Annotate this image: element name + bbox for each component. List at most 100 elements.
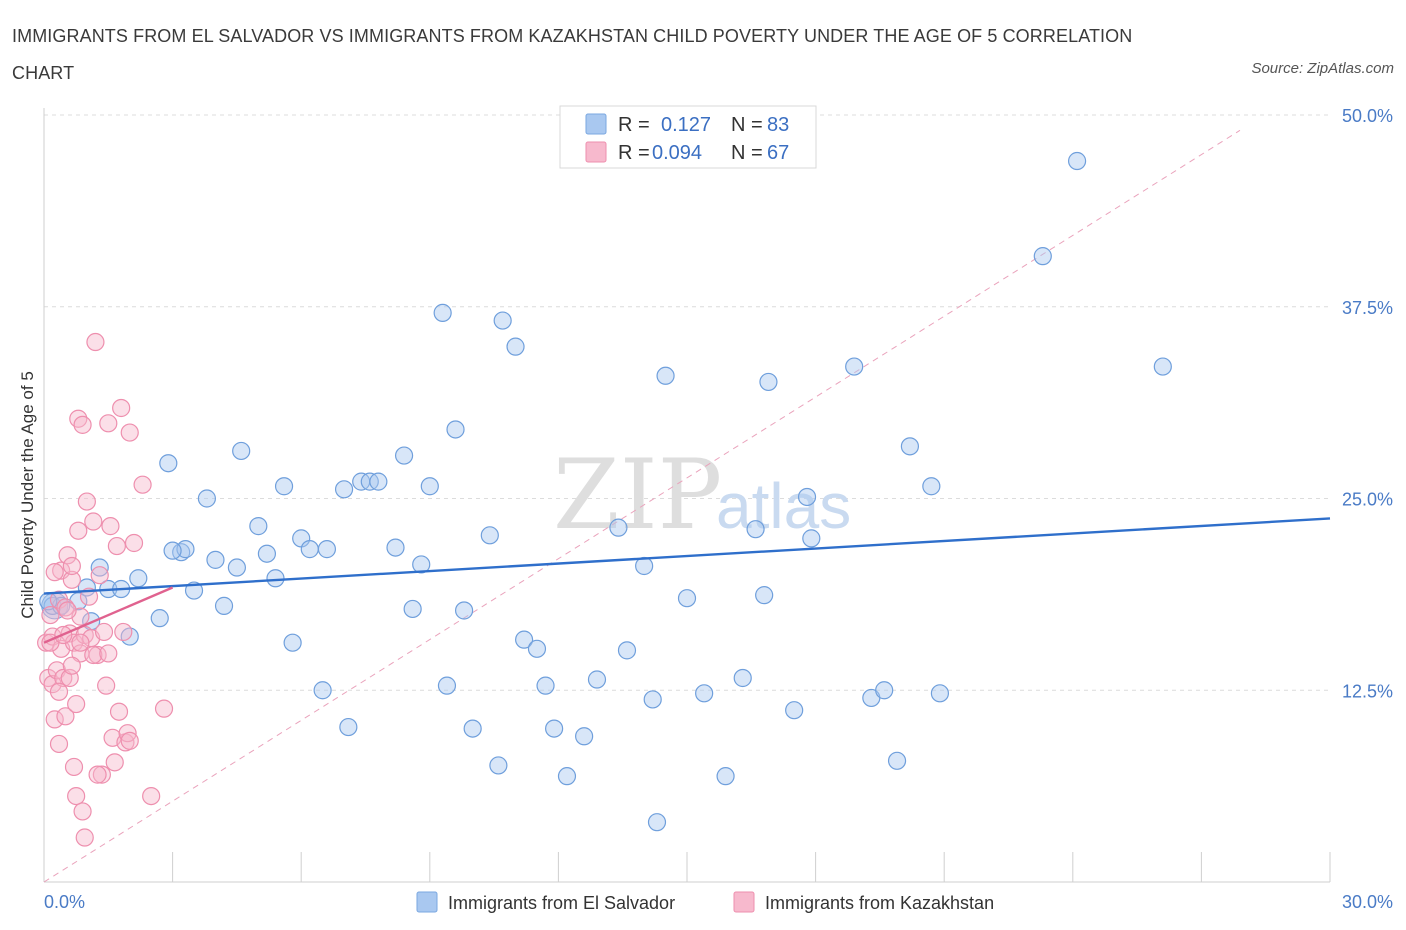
data-point (394, 446, 414, 465)
watermark-zip: ZIP (553, 439, 722, 551)
legend-r-value-el-salvador: 0.127 (661, 114, 711, 136)
data-point (64, 757, 84, 777)
legend-r-value-kazakhstan: 0.094 (652, 142, 702, 164)
data-point (73, 415, 92, 434)
data-point (300, 540, 319, 559)
data-point (75, 828, 94, 847)
data-point (755, 586, 774, 605)
legend-r-label: R = (618, 114, 650, 136)
data-point (545, 719, 564, 738)
data-point (114, 622, 133, 642)
data-point (875, 681, 894, 700)
legend-n-label: N = (731, 142, 763, 164)
data-point (69, 521, 88, 540)
y-tick-label: 37.5% (1342, 298, 1393, 318)
data-point (154, 699, 174, 718)
data-point (62, 556, 81, 576)
data-point (266, 569, 285, 588)
data-point (257, 544, 277, 563)
x-tick-label-max: 30.0% (1342, 892, 1393, 912)
data-point (197, 489, 216, 508)
series-legend: Immigrants from El Salvador Immigrants f… (416, 891, 994, 913)
data-point (84, 645, 103, 665)
y-tick-label: 25.0% (1342, 490, 1393, 510)
data-point (716, 767, 735, 786)
data-point (797, 487, 817, 507)
x-tick-label-min: 0.0% (44, 892, 85, 912)
data-point (515, 630, 534, 649)
watermark: ZIP atlas (553, 439, 851, 551)
data-point (759, 372, 778, 392)
chart-title: IMMIGRANTS FROM EL SALVADOR VS IMMIGRANT… (12, 26, 1133, 83)
data-point (922, 477, 941, 496)
data-point (109, 702, 129, 721)
data-point (420, 477, 439, 496)
data-point (97, 676, 116, 695)
y-tick-label: 12.5% (1342, 681, 1393, 701)
data-point (88, 765, 107, 784)
data-point (930, 684, 950, 703)
x-axis-ticks (43, 852, 1331, 882)
data-point (454, 601, 474, 620)
data-point (609, 518, 628, 537)
data-point (129, 569, 148, 588)
data-point (49, 682, 69, 701)
data-point (214, 596, 234, 615)
data-point (493, 311, 512, 330)
data-point (527, 639, 547, 658)
legend-n-value-kazakhstan: 67 (767, 142, 789, 164)
data-point (120, 627, 139, 646)
data-point (206, 550, 225, 569)
data-point (802, 529, 821, 548)
data-point (647, 813, 667, 832)
trend-lines (43, 517, 1331, 644)
data-point (120, 423, 139, 442)
trend-line (43, 586, 174, 644)
trend-line (43, 517, 1331, 595)
data-point (67, 694, 86, 714)
data-point (92, 765, 111, 784)
data-point (120, 731, 139, 750)
data-point (557, 767, 577, 786)
data-point (56, 707, 75, 726)
chart-source: Source: ZipAtlas.com (1251, 60, 1394, 77)
bottom-legend-swatch-kazakhstan (733, 891, 755, 913)
data-point (506, 337, 525, 356)
data-point (900, 437, 920, 456)
data-point (1033, 247, 1052, 266)
data-point (386, 538, 405, 557)
data-point (71, 633, 90, 652)
data-point (133, 475, 152, 494)
series-kazakhstan-points (37, 332, 174, 847)
data-point (746, 520, 765, 539)
data-point (77, 492, 96, 511)
data-point (90, 558, 109, 577)
data-point (41, 605, 60, 625)
data-point (1153, 357, 1172, 376)
data-point (489, 756, 508, 775)
y-tick-label: 50.0% (1342, 106, 1393, 126)
data-point (339, 717, 358, 737)
data-point (86, 332, 105, 352)
data-point (45, 563, 64, 582)
data-point (249, 517, 268, 536)
data-point (142, 786, 161, 806)
data-point (313, 681, 332, 700)
data-point (49, 734, 69, 754)
bottom-legend-label-kazakhstan: Immigrants from Kazakhstan (765, 893, 994, 913)
data-point (99, 414, 118, 433)
data-point (99, 644, 118, 663)
data-point (677, 589, 697, 608)
reference-dashed-line (43, 129, 1241, 883)
diagonal-reference-line (43, 129, 1241, 883)
data-point (433, 303, 452, 322)
data-point (67, 786, 86, 806)
data-point (369, 472, 388, 491)
data-point (227, 558, 246, 577)
data-point (84, 512, 103, 531)
data-point (446, 420, 465, 439)
data-point (232, 441, 251, 461)
data-point (159, 454, 178, 473)
data-point (437, 676, 457, 695)
